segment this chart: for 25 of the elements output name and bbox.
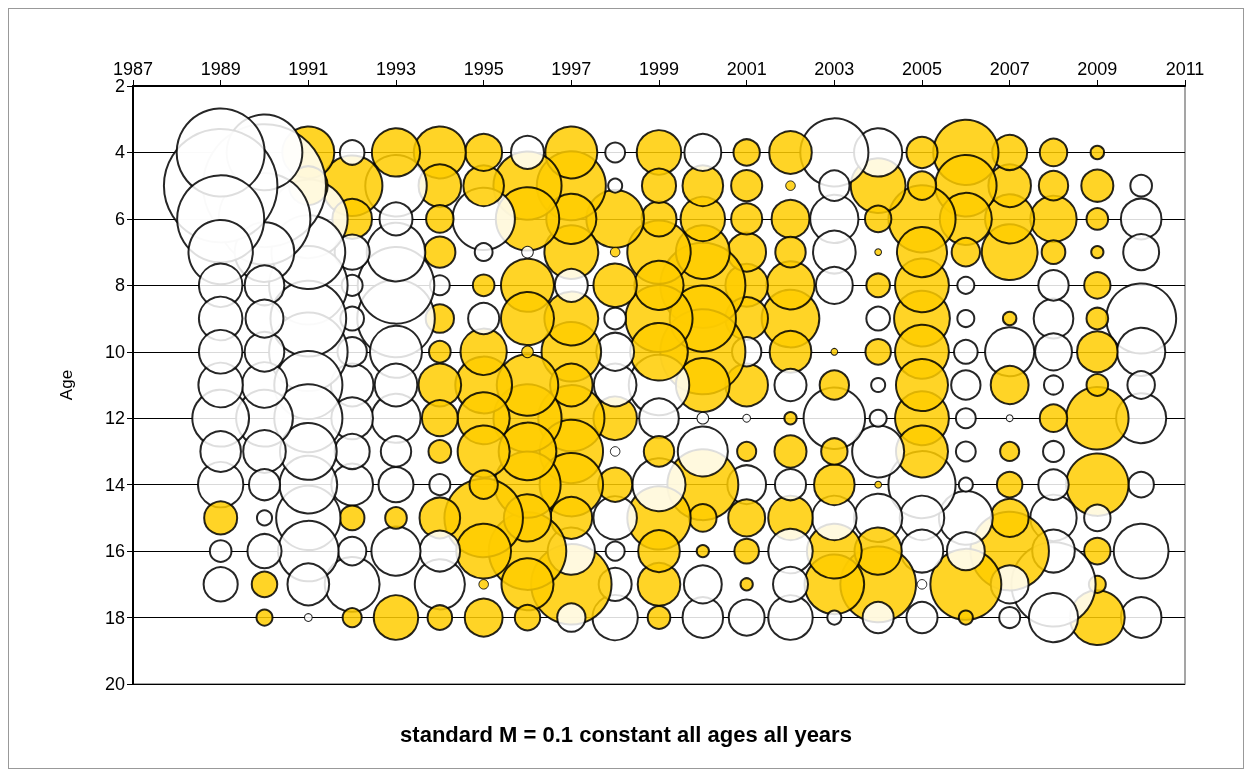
y-tick-label: 4 bbox=[114, 142, 125, 163]
y-tick-label: 6 bbox=[114, 208, 125, 229]
x-tick-label: 1997 bbox=[551, 59, 592, 79]
y-tick-label: 8 bbox=[114, 275, 125, 296]
x-tick-label: 1999 bbox=[638, 59, 680, 79]
y-tick-label: 12 bbox=[104, 408, 125, 429]
x-tick-label: 1989 bbox=[200, 59, 241, 79]
y-tick-label: 10 bbox=[104, 341, 125, 362]
x-tick-label: 2009 bbox=[1077, 59, 1118, 79]
x-tick-label: 2003 bbox=[814, 59, 855, 79]
x-tick-label: 1987 bbox=[112, 59, 154, 79]
text: standard M = 0.1 constant all ages all years bbox=[400, 721, 852, 747]
y-tick-label: 20 bbox=[104, 674, 125, 694]
x-tick-label: 2011 bbox=[1165, 59, 1205, 79]
y-tick-label: 2 bbox=[114, 76, 125, 96]
x-tick-label: 1993 bbox=[375, 59, 417, 79]
x-tick-label: 2001 bbox=[726, 59, 767, 79]
y-tick-label: 14 bbox=[104, 474, 125, 495]
x-tick-label: 1995 bbox=[463, 59, 504, 79]
x-tick-label: 2007 bbox=[989, 59, 1030, 79]
y-axis-title: Age bbox=[57, 369, 76, 401]
x-tick-label: 2005 bbox=[901, 59, 943, 79]
y-tick-label: 18 bbox=[104, 607, 125, 628]
x-tick-label: 1991 bbox=[288, 59, 329, 79]
y-tick-label: 16 bbox=[104, 541, 125, 562]
